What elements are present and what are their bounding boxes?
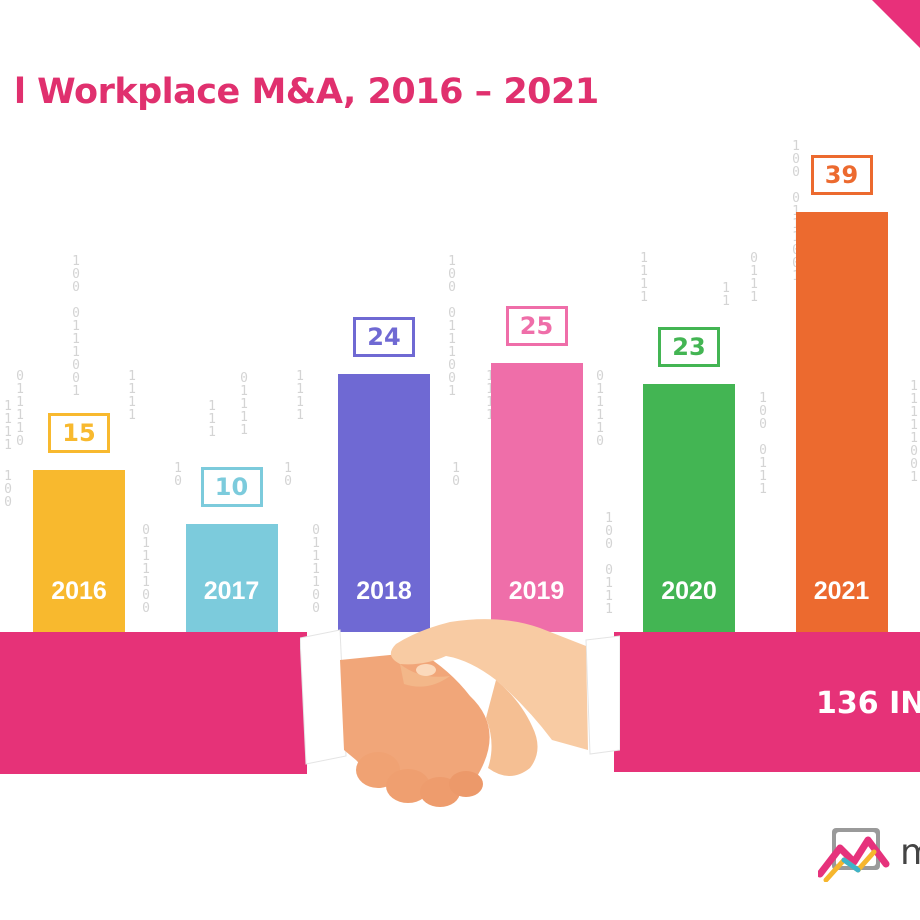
- bar-2018: [338, 373, 430, 632]
- bar-2020: [643, 384, 735, 632]
- binary-digit-column: 1 0: [284, 461, 292, 489]
- binary-digit-column: 1 0 0: [4, 469, 12, 510]
- binary-digit-column: 1 1 1 1: [128, 369, 136, 423]
- binary-digit-column: 1 0: [174, 461, 182, 489]
- band-total-text: 136 IN: [816, 686, 920, 721]
- bar-category-label: 2016: [51, 577, 107, 605]
- binary-digit-column: 1 1 1 1: [484, 370, 496, 422]
- bar-2016: [33, 470, 125, 632]
- logo-text: m: [900, 832, 920, 873]
- bar-2019: [490, 362, 583, 632]
- bar-2017: [185, 524, 278, 632]
- bar-value-label: 23: [658, 327, 720, 368]
- binary-digit-column: 1 1 1: [208, 399, 216, 440]
- binary-digit-column: 0 1 1 1: [750, 251, 758, 305]
- brand-logo-icon: [818, 828, 890, 882]
- binary-digit-column: 1 1 1 1: [4, 399, 12, 453]
- right-pink-band: [614, 632, 920, 772]
- binary-digit-column: 0 1 1 1 1: [240, 371, 248, 438]
- binary-digit-column: 1 0 0 0 1 1 1 0 0 1: [72, 254, 80, 399]
- binary-digit-column: 1 0: [452, 461, 460, 489]
- bar-value-label: 10: [200, 467, 263, 508]
- bar-category-label: 2018: [356, 577, 412, 605]
- bar-category-label: 2021: [813, 577, 870, 605]
- binary-digit-column: 1 1 1 1 1 0 0 1: [910, 379, 918, 485]
- bar-value-label: 24: [353, 316, 415, 357]
- binary-digit-column: 0 1 1 1 1 0: [16, 369, 24, 449]
- left-pink-band: [0, 632, 307, 774]
- bar-value-label: 15: [48, 413, 110, 454]
- bar-category-label: 2017: [203, 577, 260, 605]
- corner-accent: [872, 0, 920, 48]
- binary-digit-column: 1 1 1 1: [296, 369, 304, 423]
- bar-category-label: 2020: [661, 577, 717, 605]
- bar-2021: [795, 212, 888, 632]
- bar-category-label: 2019: [508, 577, 565, 605]
- handshake-icon: [300, 619, 620, 807]
- chart-title: l Workplace M&A, 2016 – 2021: [14, 72, 599, 112]
- binary-digit-column: 1 1: [722, 281, 730, 309]
- bar-value-label: 25: [505, 305, 568, 346]
- binary-digit-column: 1 0 0 0 1 1 1: [759, 391, 767, 497]
- binary-digit-column: 0 1 1 1 1 0 0: [312, 523, 320, 616]
- bar-value-label: 39: [810, 155, 873, 195]
- binary-digit-column: 1 0 0 0 1 1 1: [605, 511, 613, 617]
- binary-digit-column: 0 1 1 1 1 0 0: [142, 523, 150, 616]
- binary-digit-column: 1 1 1 1: [640, 251, 648, 305]
- binary-digit-column: 1 0 0 0 1 1 1 0 0 1: [448, 254, 456, 399]
- binary-digit-column: 0 1 1 1 1 0: [596, 369, 604, 449]
